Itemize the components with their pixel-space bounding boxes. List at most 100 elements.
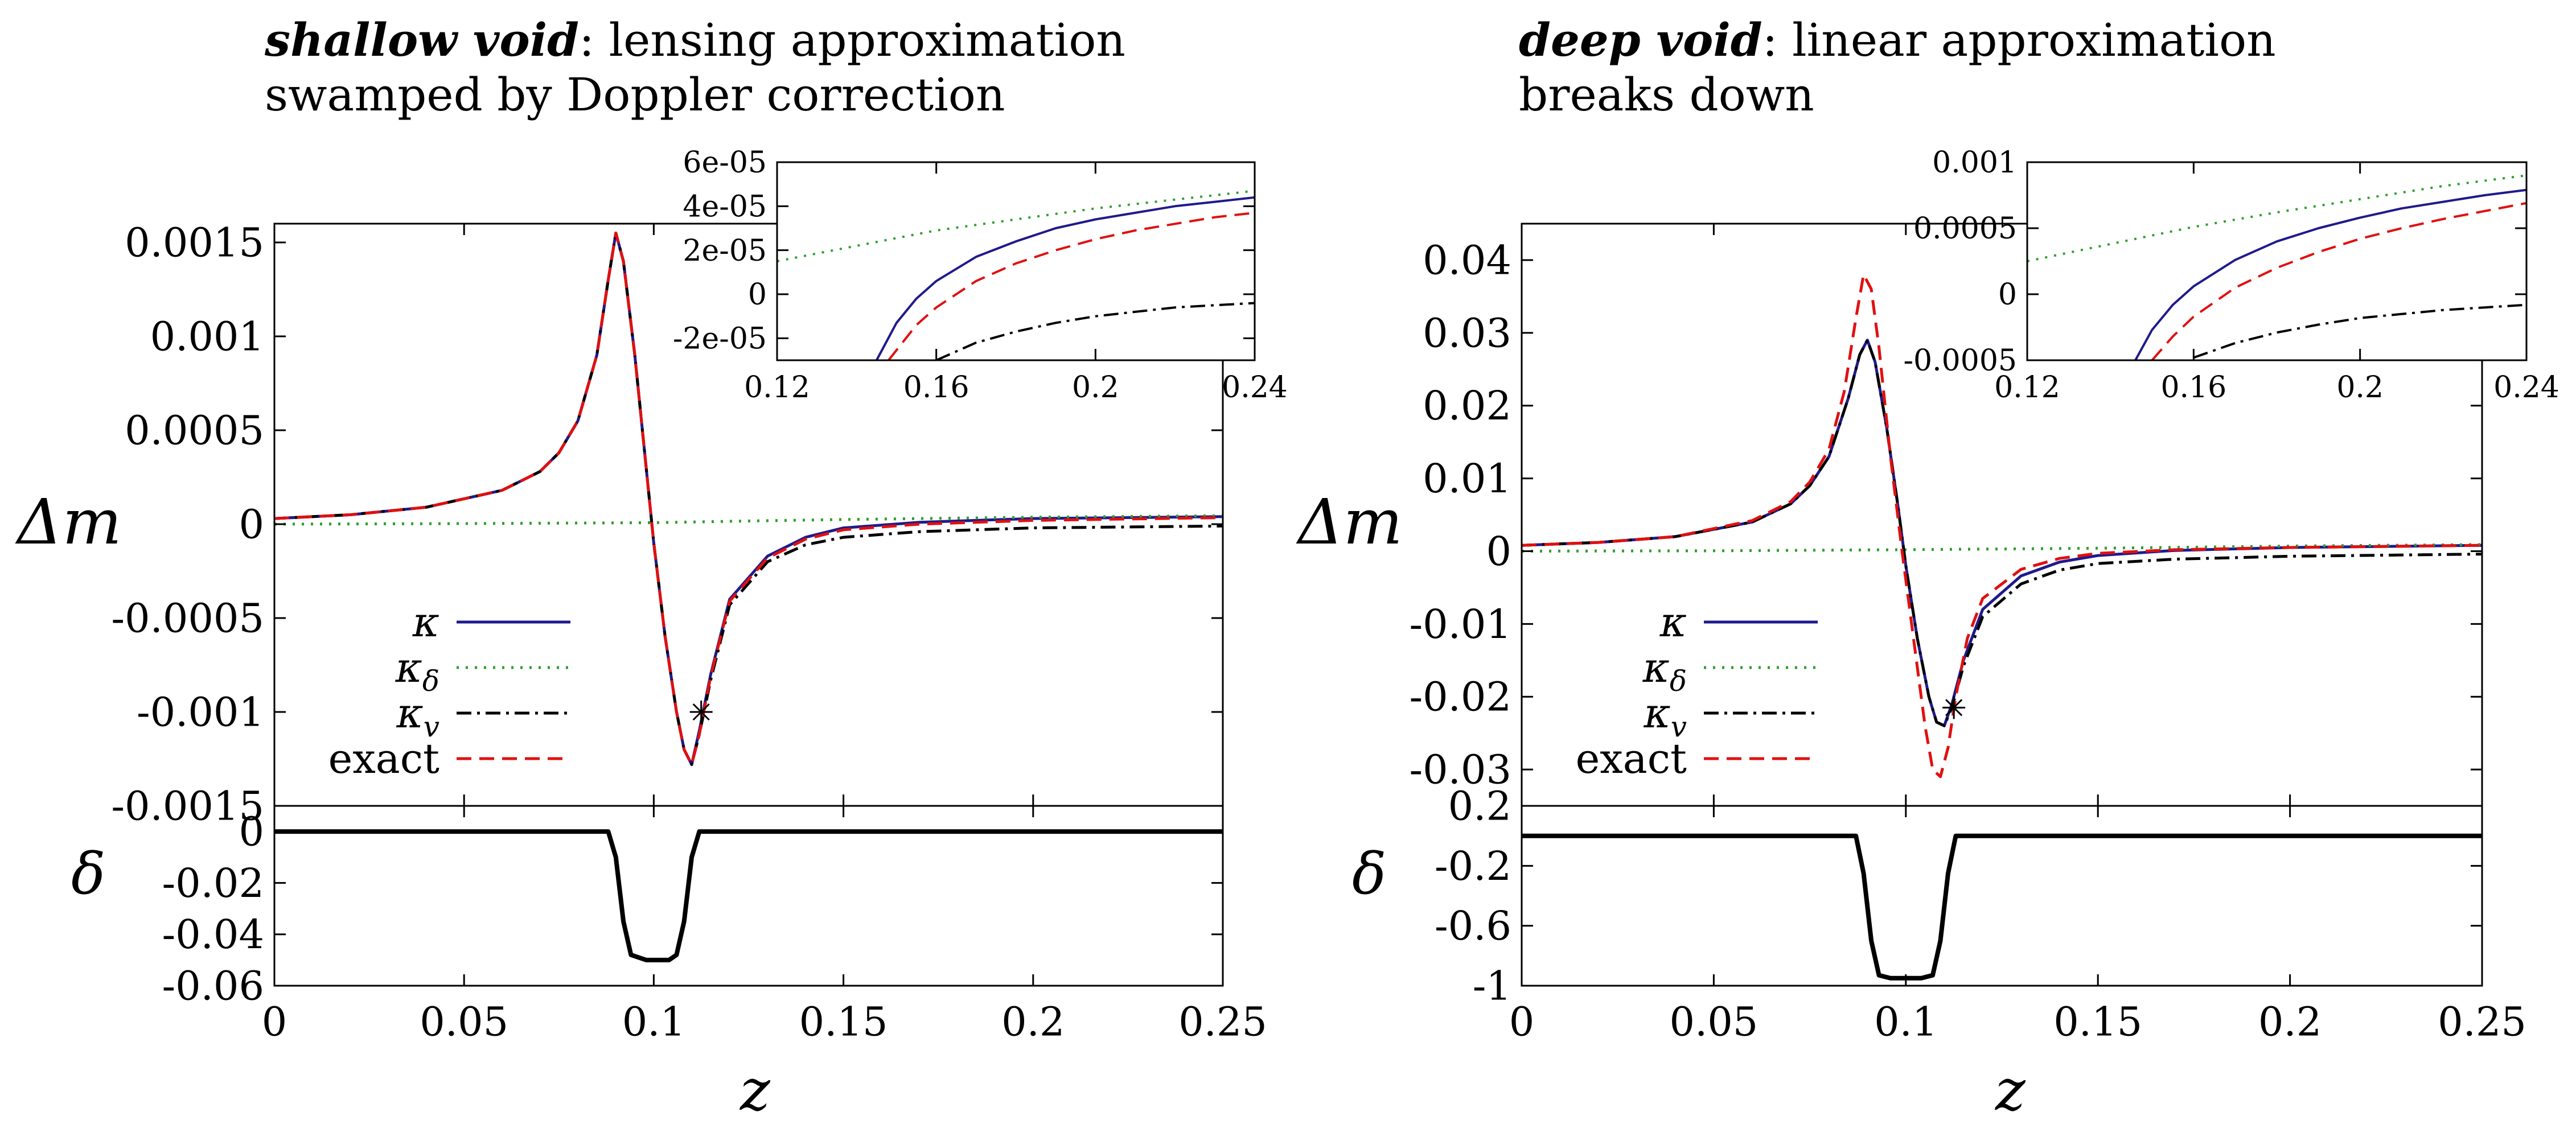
right-main-ytick-label: 0.02 — [1423, 382, 1511, 429]
left-main-legend-label-kappa_delta: κδ — [395, 644, 439, 698]
right-main-ytick-label: 0.01 — [1423, 455, 1511, 502]
right-inset-xtick-label: 0.2 — [2336, 370, 2384, 405]
left-main-legend-sub: δ — [422, 665, 439, 698]
left-inset-ytick-label: 2e-05 — [683, 234, 767, 268]
right-ylabel-main: Δm — [1296, 485, 1403, 558]
right-inset-series-kappa — [2134, 188, 2526, 360]
left-delta-xtick-label: 0 — [262, 999, 287, 1045]
left-delta-series-group — [274, 829, 1223, 962]
right-inset-series-group — [2027, 174, 2526, 360]
left-inset-ytick-label: 6e-05 — [683, 146, 767, 180]
left-inset-ytick-label: -2e-05 — [673, 322, 767, 356]
left-main-ytick-label: -0.0005 — [111, 595, 264, 642]
right-main-legend-text: κ — [1644, 689, 1671, 737]
right-delta-ytick-label: -1 — [1473, 963, 1511, 1010]
left-title-bold: shallow void — [265, 13, 580, 67]
left-inset-frame — [776, 161, 1256, 361]
right-inset-ytick-label: 0 — [1998, 278, 2017, 312]
left-delta-frame — [273, 805, 1224, 987]
right-main-legend-sub: δ — [1670, 665, 1687, 698]
left-inset-xtick-label: 0.24 — [1222, 370, 1288, 405]
right-main-legend-text: exact — [1576, 735, 1687, 783]
right-title-line2: breaks down — [1519, 68, 1814, 121]
right-delta-ytick-label: -0.6 — [1435, 903, 1511, 949]
left-delta-xtick-label: 0.25 — [1178, 999, 1267, 1045]
left-delta-xtick-label: 0.1 — [622, 999, 685, 1045]
right-main-star-stroke — [1945, 699, 1963, 717]
right-inset-xtick-label: 0.16 — [2160, 370, 2226, 405]
left-main-legend-label-exact: exact — [328, 735, 439, 783]
right-inset-background — [2027, 162, 2526, 360]
left-delta-ytick-label: 0 — [239, 809, 264, 855]
right-main-series-kappa_v — [1522, 339, 2482, 727]
left-inset-ytick-label: 0 — [748, 278, 767, 312]
right-ylabel-delta: δ — [1352, 841, 1386, 907]
right-main-ytick-label: 0.04 — [1423, 237, 1511, 283]
right-delta-plot: 0.2 -0.2 -0.6 -10 0.05 0.1 0.15 0.2 0.25 — [1435, 783, 2526, 1045]
right-xlabel: z — [1995, 1057, 2026, 1123]
left-ylabel-main: Δm — [15, 485, 122, 558]
right-delta-xtick-label: 0.25 — [2438, 999, 2526, 1045]
left-main-legend-sub: v — [424, 710, 439, 743]
left-main-series-group — [274, 232, 1223, 766]
left-main-ytick-label: -0.0015 — [111, 783, 264, 830]
left-main-legend-label-kappa: κ — [412, 598, 439, 646]
left-inset-series-kappa — [876, 196, 1255, 360]
right-delta-xtick-label: 0.05 — [1669, 999, 1758, 1045]
left-delta-ytick-label: -0.06 — [162, 963, 264, 1010]
left-main-legend-text: exact — [328, 735, 439, 783]
left-inset-plot: 6e-05 4e-05 2e-05 0 -2e-05 0.12 0.16 0.2 0.24 — [673, 146, 1288, 405]
right-main-star-marker — [1942, 696, 1966, 719]
left-main-ytick-label: 0.0005 — [125, 407, 264, 454]
left-main-ytick-label: 0.0015 — [125, 220, 264, 266]
left-main-series-kappa_v — [274, 232, 1223, 766]
left-delta-plot: 0-0.02-0.04-0.060 0.05 0.1 0.15 0.2 0.25 — [162, 805, 1267, 1045]
left-main-legend-text: κ — [412, 598, 439, 646]
left-inset-series-kappa_delta — [777, 190, 1255, 262]
left-main-ytick-label: -0.001 — [137, 689, 264, 736]
right-main-ytick-label: -0.01 — [1409, 601, 1511, 648]
right-delta-frame — [1521, 805, 2483, 987]
right-inset-frame — [2026, 161, 2528, 361]
right-inset-xtick-label: 0.24 — [2493, 370, 2559, 405]
left-delta-xtick-label: 0.2 — [1001, 999, 1065, 1045]
right-main-legend-text: κ — [1642, 644, 1670, 691]
right-main-legend-label-kappa: κ — [1659, 598, 1687, 646]
left-delta-ytick-label: -0.04 — [162, 911, 264, 958]
left-main-plot: 0.0015 0.001 0.0005 0 -0.0005 -0.001 -0.0015 κκ… — [111, 220, 1224, 830]
left-delta-xtick-label: 0.05 — [420, 999, 508, 1045]
left-title-line2: swamped by Doppler correction — [265, 68, 1005, 121]
left-main-star-stroke — [692, 703, 710, 721]
right-main-ytick-label: -0.02 — [1409, 674, 1511, 720]
left-inset-xtick-label: 0.2 — [1072, 370, 1119, 405]
left-main-legend-text: κ — [396, 689, 424, 737]
left-inset-ytick-label: 4e-05 — [683, 190, 767, 224]
right-delta-ytick-label: -0.2 — [1435, 843, 1511, 890]
left-title: shallow void: lensing approximation swam… — [265, 13, 1125, 122]
right-delta-xtick-label: 0 — [1509, 999, 1535, 1045]
left-title-rest: : lensing approximation — [579, 14, 1125, 67]
right-main-legend-label-kappa_v: κv — [1644, 689, 1687, 743]
right-main-series-exact — [1522, 273, 2482, 779]
left-main-ytick-label: 0.001 — [150, 314, 264, 360]
right-title-rest: : linear approximation — [1762, 14, 2276, 67]
right-inset-ytick-label: -0.0005 — [1903, 344, 2017, 378]
right-main-legend-sub: v — [1671, 710, 1687, 743]
right-main-ytick-label: 0 — [1486, 528, 1511, 575]
right-delta-ytick-label: 0.2 — [1448, 783, 1511, 830]
left-ylabel-delta: δ — [71, 841, 105, 907]
left-delta-series-delta — [274, 829, 1223, 962]
right-inset-ytick-label: 0.0005 — [1913, 212, 2017, 246]
right-inset-xtick-label: 0.12 — [1994, 370, 2060, 405]
right-delta-xtick-label: 0.15 — [2053, 999, 2142, 1045]
right-inset-ytick-label: 0.001 — [1932, 146, 2017, 180]
left-inset-background — [777, 162, 1255, 360]
left-main-star-marker — [689, 701, 713, 723]
right-title-bold: deep void — [1519, 13, 1762, 67]
left-delta-ytick-label: -0.02 — [162, 860, 264, 907]
right-inset-series-exact — [2151, 201, 2526, 360]
left-main-legend-text: κ — [395, 644, 422, 691]
left-inset-series-group — [777, 190, 1255, 360]
